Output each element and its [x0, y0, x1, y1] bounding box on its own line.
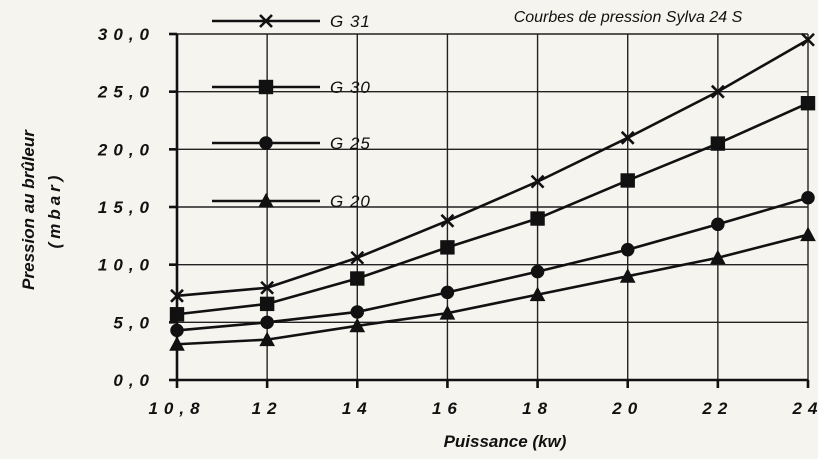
y-tick-label: 10,0	[98, 256, 155, 275]
series-line-g25	[176, 196, 809, 332]
data-point-g30	[169, 307, 185, 322]
x-axis-title: Puissance (kw)	[444, 432, 567, 451]
legend-label-g30: G 30	[330, 78, 371, 97]
data-point-g31	[620, 130, 635, 145]
data-point-g30	[350, 271, 365, 286]
data-point-g20	[169, 336, 185, 351]
data-point-g20	[800, 226, 816, 242]
data-point-g25	[260, 315, 274, 330]
data-point-g20	[710, 249, 726, 265]
x-tick-label: 24	[792, 399, 818, 418]
data-point-g25	[170, 323, 184, 338]
data-point-g25	[530, 264, 545, 279]
legend-marker-g25	[259, 136, 273, 150]
data-point-g20	[529, 286, 546, 302]
x-tick-label: 10,8	[148, 399, 205, 418]
legend-label-g25: G 25	[330, 134, 371, 153]
data-point-g31	[170, 288, 184, 303]
data-point-g30	[259, 296, 275, 312]
data-point-g30	[530, 211, 545, 226]
series-line-g20	[176, 233, 809, 346]
legend-entry-g31: G 31	[212, 12, 371, 31]
legend-marker-g20	[258, 192, 274, 208]
legend-marker-g30	[258, 79, 274, 95]
x-tick-label: 12	[252, 399, 283, 418]
y-tick-label: 15,0	[98, 198, 155, 217]
tick-labels: 0,0 5,0 10,0 15,0 20,0 25,0 30,0 10,8 12 14 16 18 20…	[97, 25, 818, 418]
legend: G 31 G 30 G 25 G 20	[212, 12, 371, 211]
x-tick-label: 16	[432, 399, 463, 418]
x-tick-label: 22	[701, 399, 733, 418]
series-g25	[170, 191, 815, 338]
series	[169, 32, 816, 351]
data-point-g25	[350, 305, 365, 319]
legend-label-g31: G 31	[330, 12, 371, 31]
legend-entry-g25: G 25	[212, 134, 371, 153]
data-point-g25	[711, 217, 725, 232]
legend-entry-g30: G 30	[212, 78, 371, 97]
y-tick-label: 30,0	[98, 25, 155, 44]
legend-entry-g20: G 20	[212, 192, 371, 211]
y-axis-title-line1: Pression au brûleur	[19, 129, 38, 290]
data-point-g30	[710, 136, 726, 151]
data-point-g31	[440, 213, 455, 228]
chart-title: Courbes de pression Sylva 24 S	[514, 9, 743, 26]
series-line-g30	[176, 102, 809, 316]
data-point-g25	[620, 242, 635, 257]
x-tick-label: 14	[342, 399, 373, 418]
y-tick-label: 0,0	[113, 371, 155, 390]
data-point-g20	[349, 317, 366, 333]
y-tick-label: 5,0	[113, 313, 155, 332]
data-point-g31	[801, 32, 815, 47]
series-g30	[169, 95, 816, 322]
series-line-g31	[176, 38, 809, 298]
data-point-g31	[710, 84, 725, 99]
x-tick-label: 18	[522, 399, 553, 418]
data-point-g25	[440, 285, 455, 300]
data-point-g25	[801, 191, 815, 205]
data-point-g20	[259, 331, 275, 347]
legend-marker-g31	[259, 14, 273, 28]
data-point-g30	[620, 173, 635, 188]
data-point-g31	[350, 250, 365, 265]
y-tick-label: 20,0	[97, 140, 155, 159]
legend-label-g20: G 20	[330, 192, 371, 211]
data-point-g30	[440, 240, 455, 255]
data-point-g31	[260, 280, 275, 295]
y-tick-label: 25,0	[97, 83, 155, 102]
y-axis-title-line2: (mbar)	[45, 172, 64, 249]
axes	[169, 32, 810, 388]
data-point-g20	[619, 268, 636, 283]
data-point-g31	[530, 174, 545, 189]
data-point-g20	[439, 305, 456, 320]
series-g31	[170, 32, 815, 303]
data-point-g30	[800, 95, 816, 111]
x-tick-label: 20	[611, 399, 643, 418]
series-g20	[169, 226, 816, 351]
